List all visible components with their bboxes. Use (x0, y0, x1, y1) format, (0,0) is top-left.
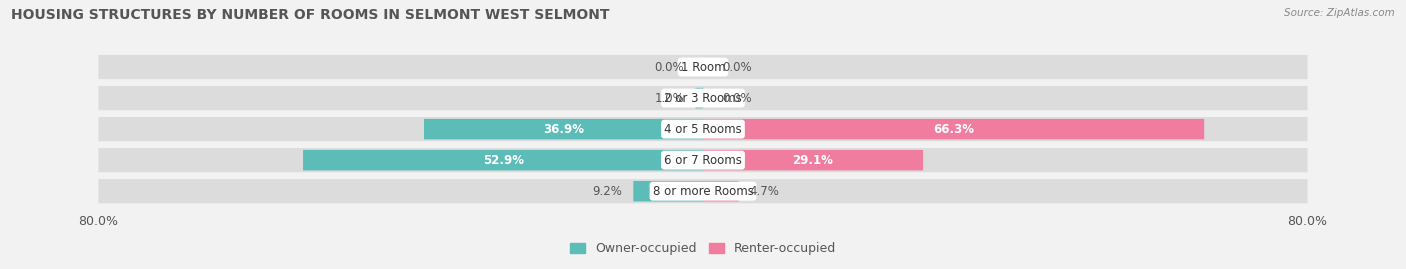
Text: 8 or more Rooms: 8 or more Rooms (652, 185, 754, 198)
FancyBboxPatch shape (703, 150, 924, 170)
Text: 29.1%: 29.1% (793, 154, 834, 167)
Text: 0.0%: 0.0% (721, 91, 752, 105)
Text: 1.0%: 1.0% (654, 91, 685, 105)
FancyBboxPatch shape (696, 88, 703, 108)
FancyBboxPatch shape (703, 181, 738, 201)
FancyBboxPatch shape (425, 119, 703, 139)
FancyBboxPatch shape (633, 181, 703, 201)
Text: 4.7%: 4.7% (749, 185, 780, 198)
FancyBboxPatch shape (98, 117, 1308, 141)
Text: 1 Room: 1 Room (681, 61, 725, 73)
Text: 66.3%: 66.3% (934, 123, 974, 136)
Legend: Owner-occupied, Renter-occupied: Owner-occupied, Renter-occupied (565, 237, 841, 260)
Text: 0.0%: 0.0% (654, 61, 685, 73)
Text: 0.0%: 0.0% (721, 61, 752, 73)
FancyBboxPatch shape (98, 55, 1308, 79)
Text: 6 or 7 Rooms: 6 or 7 Rooms (664, 154, 742, 167)
Text: 4 or 5 Rooms: 4 or 5 Rooms (664, 123, 742, 136)
FancyBboxPatch shape (304, 150, 703, 170)
Text: 52.9%: 52.9% (482, 154, 523, 167)
FancyBboxPatch shape (98, 148, 1308, 172)
FancyBboxPatch shape (98, 179, 1308, 203)
Text: Source: ZipAtlas.com: Source: ZipAtlas.com (1284, 8, 1395, 18)
Text: 36.9%: 36.9% (543, 123, 583, 136)
Text: 2 or 3 Rooms: 2 or 3 Rooms (664, 91, 742, 105)
FancyBboxPatch shape (703, 119, 1204, 139)
Text: HOUSING STRUCTURES BY NUMBER OF ROOMS IN SELMONT WEST SELMONT: HOUSING STRUCTURES BY NUMBER OF ROOMS IN… (11, 8, 610, 22)
FancyBboxPatch shape (98, 86, 1308, 110)
Text: 9.2%: 9.2% (592, 185, 621, 198)
